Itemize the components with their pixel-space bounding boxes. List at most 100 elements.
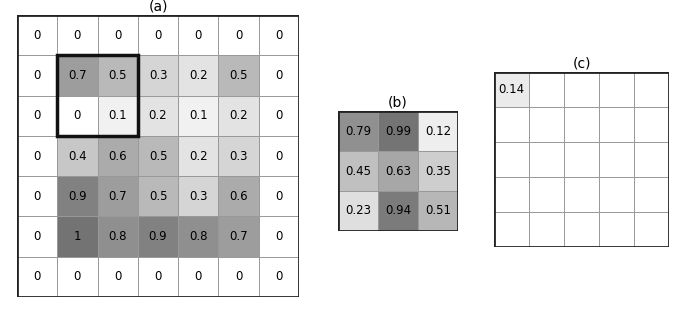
Bar xyxy=(219,55,259,95)
Text: 0.99: 0.99 xyxy=(385,124,411,138)
Bar xyxy=(564,212,599,247)
Text: 0: 0 xyxy=(235,270,242,284)
Text: 0: 0 xyxy=(235,29,242,42)
Bar xyxy=(634,72,669,107)
Text: 0.51: 0.51 xyxy=(425,204,451,217)
Text: 0.23: 0.23 xyxy=(345,204,371,217)
Bar xyxy=(17,176,58,216)
Bar xyxy=(97,136,138,176)
Text: 0.3: 0.3 xyxy=(189,190,208,203)
Bar xyxy=(97,55,138,95)
Bar xyxy=(17,15,58,55)
Text: 0.5: 0.5 xyxy=(108,69,127,82)
Text: 0.1: 0.1 xyxy=(189,109,208,122)
Bar xyxy=(58,216,97,257)
Bar xyxy=(529,72,564,107)
Title: (b): (b) xyxy=(388,96,408,110)
Bar xyxy=(259,176,299,216)
Bar xyxy=(17,95,58,136)
Text: 0.2: 0.2 xyxy=(229,109,248,122)
Bar xyxy=(17,136,58,176)
Bar xyxy=(97,95,138,136)
Text: 0: 0 xyxy=(114,270,121,284)
Text: 0.7: 0.7 xyxy=(68,69,87,82)
Bar xyxy=(138,257,178,297)
Bar xyxy=(138,55,178,95)
Text: 0.6: 0.6 xyxy=(229,190,248,203)
Bar xyxy=(219,257,259,297)
Bar xyxy=(418,191,458,231)
Bar xyxy=(219,176,259,216)
Text: 0.63: 0.63 xyxy=(385,164,411,177)
Bar xyxy=(138,216,178,257)
Bar xyxy=(338,151,378,191)
Bar xyxy=(418,151,458,191)
Text: 0: 0 xyxy=(74,29,81,42)
Bar xyxy=(599,107,634,142)
Bar xyxy=(97,15,138,55)
Text: 0.3: 0.3 xyxy=(229,150,248,163)
Text: 0: 0 xyxy=(275,69,282,82)
Bar xyxy=(17,257,58,297)
Bar xyxy=(97,257,138,297)
Text: 0.5: 0.5 xyxy=(149,150,167,163)
Bar xyxy=(338,111,378,151)
Text: 0.6: 0.6 xyxy=(108,150,127,163)
Bar xyxy=(219,216,259,257)
Bar xyxy=(259,257,299,297)
Text: 0.7: 0.7 xyxy=(229,230,248,243)
Bar xyxy=(138,95,178,136)
Bar xyxy=(634,212,669,247)
Text: 0.5: 0.5 xyxy=(229,69,248,82)
Bar xyxy=(58,55,138,136)
Text: 0: 0 xyxy=(154,270,162,284)
Bar xyxy=(178,55,219,95)
Text: 0.5: 0.5 xyxy=(149,190,167,203)
Bar xyxy=(58,15,97,55)
Text: 0.8: 0.8 xyxy=(108,230,127,243)
Bar xyxy=(138,136,178,176)
Text: 0: 0 xyxy=(195,270,202,284)
Bar xyxy=(529,142,564,177)
Bar xyxy=(634,107,669,142)
Title: (a): (a) xyxy=(148,0,168,14)
Bar xyxy=(599,177,634,212)
Text: 0.1: 0.1 xyxy=(108,109,127,122)
Bar xyxy=(599,72,634,107)
Text: 0: 0 xyxy=(114,29,121,42)
Bar xyxy=(97,176,138,216)
Bar xyxy=(58,257,97,297)
Bar xyxy=(494,212,529,247)
Bar xyxy=(259,15,299,55)
Bar xyxy=(178,176,219,216)
Bar xyxy=(529,212,564,247)
Text: 0: 0 xyxy=(275,190,282,203)
Bar xyxy=(338,191,378,231)
Bar xyxy=(378,191,418,231)
Bar xyxy=(259,55,299,95)
Text: 0: 0 xyxy=(275,109,282,122)
Text: 0: 0 xyxy=(34,230,41,243)
Bar xyxy=(599,142,634,177)
Text: 0.7: 0.7 xyxy=(108,190,127,203)
Text: 0: 0 xyxy=(34,190,41,203)
Bar xyxy=(494,177,529,212)
Text: 0: 0 xyxy=(34,270,41,284)
Text: 0: 0 xyxy=(195,29,202,42)
Bar xyxy=(259,136,299,176)
Bar xyxy=(97,216,138,257)
Bar xyxy=(599,212,634,247)
Bar xyxy=(259,95,299,136)
Bar xyxy=(178,95,219,136)
Bar xyxy=(564,142,599,177)
Text: 0: 0 xyxy=(74,270,81,284)
Text: 0.94: 0.94 xyxy=(385,204,411,217)
Text: 0.35: 0.35 xyxy=(425,164,451,177)
Bar xyxy=(494,107,529,142)
Bar xyxy=(178,136,219,176)
Bar xyxy=(219,136,259,176)
Bar xyxy=(564,72,599,107)
Bar xyxy=(58,176,97,216)
Title: (c): (c) xyxy=(572,57,590,71)
Text: 0.2: 0.2 xyxy=(189,69,208,82)
